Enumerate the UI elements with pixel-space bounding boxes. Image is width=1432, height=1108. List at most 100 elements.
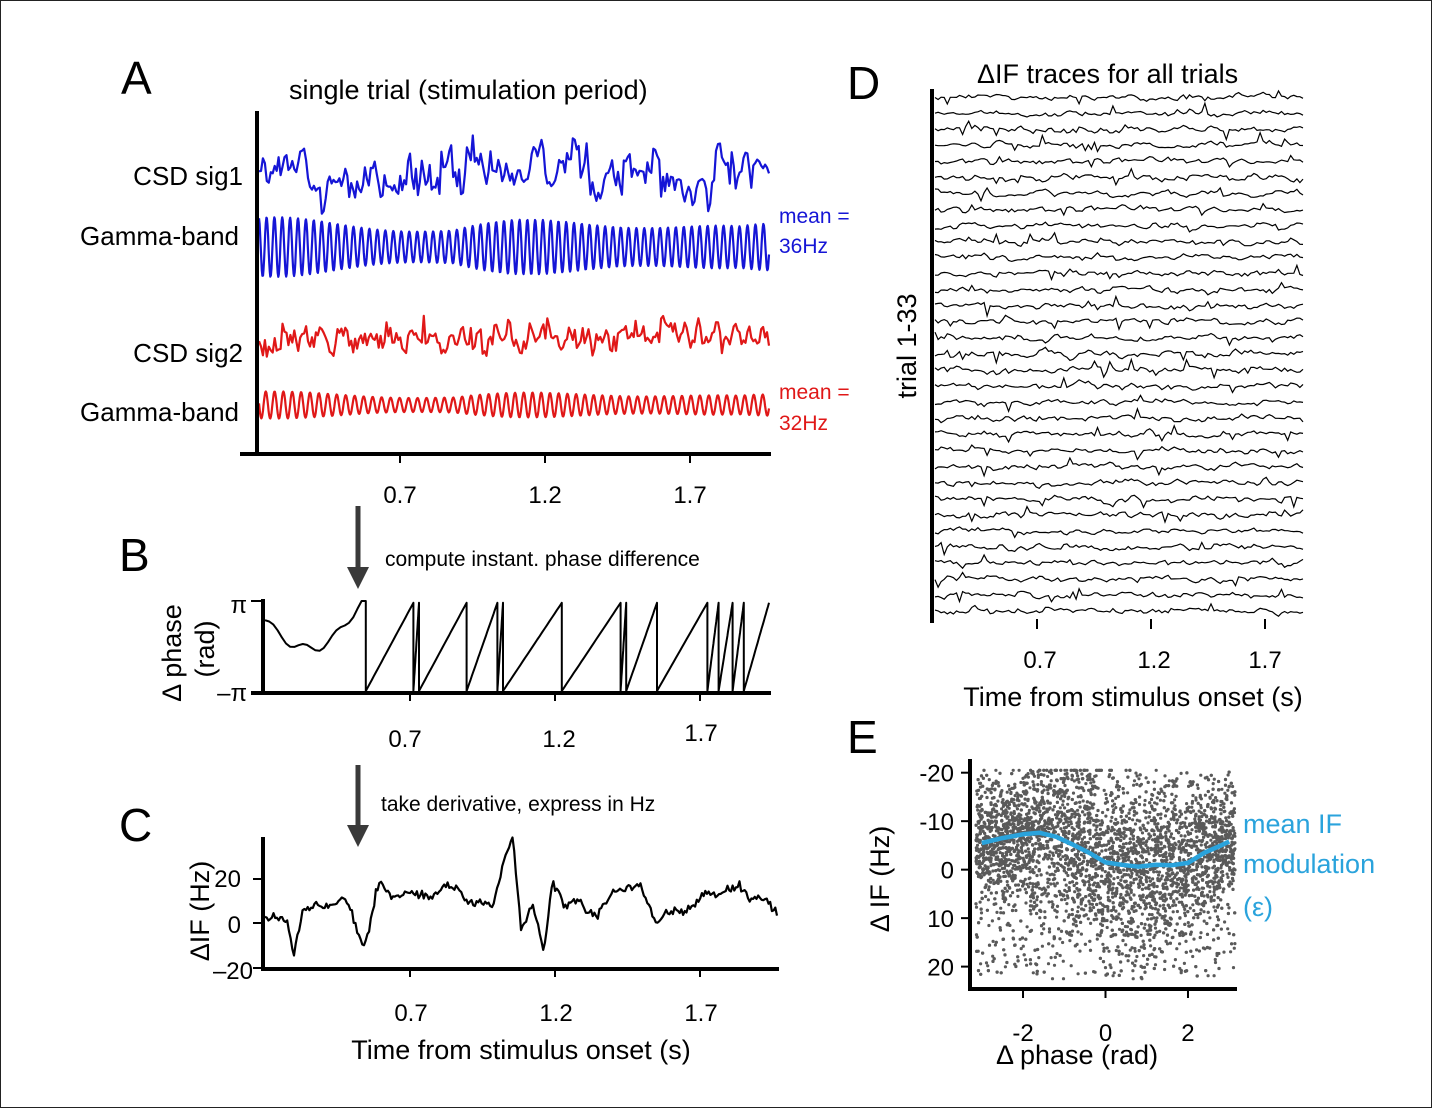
scatter-point — [1194, 812, 1198, 817]
scatter-point — [1102, 833, 1106, 837]
scatter-point — [1190, 923, 1194, 927]
scatter-point — [1184, 879, 1188, 883]
scatter-point — [1129, 881, 1133, 885]
scatter-point — [1131, 969, 1135, 973]
scatter-point — [1124, 879, 1128, 883]
scatter-point — [1066, 873, 1070, 878]
scatter-point — [1131, 802, 1135, 806]
scatter-point — [1036, 783, 1040, 787]
scatter-point — [1007, 818, 1012, 823]
panel-d-title: ΔIF traces for all trials — [977, 59, 1238, 89]
scatter-point — [1144, 843, 1148, 847]
scatter-point — [1103, 966, 1108, 970]
scatter-point — [1212, 905, 1216, 909]
scatter-point — [1064, 930, 1069, 934]
scatter-point — [1205, 775, 1209, 779]
scatter-point — [1180, 842, 1184, 846]
scatter-point — [1006, 863, 1010, 868]
scatter-point — [1064, 825, 1068, 829]
scatter-point — [1044, 888, 1048, 892]
scatter-point — [1107, 880, 1111, 884]
scatter-point — [1155, 916, 1159, 920]
scatter-point — [1212, 974, 1216, 978]
scatter-point — [1144, 905, 1148, 910]
scatter-point — [1103, 870, 1107, 874]
scatter-point — [1230, 876, 1235, 881]
trial-trace — [934, 376, 1304, 394]
scatter-point — [1183, 821, 1187, 825]
scatter-point — [1166, 820, 1170, 825]
trial-trace — [934, 571, 1304, 589]
scatter-point — [992, 807, 996, 811]
scatter-point — [980, 861, 984, 866]
scatter-point — [1050, 857, 1054, 861]
scatter-point — [1200, 824, 1204, 828]
scatter-point — [1001, 804, 1006, 809]
scatter-point — [1158, 904, 1162, 908]
scatter-point — [986, 898, 991, 902]
scatter-point — [1227, 855, 1231, 859]
scatter-point — [1138, 819, 1142, 823]
scatter-point — [1201, 832, 1205, 836]
scatter-point — [1015, 867, 1020, 871]
scatter-point — [1187, 924, 1192, 928]
scatter-point — [1159, 812, 1163, 816]
scatter-point — [1087, 899, 1091, 903]
scatter-point — [1188, 780, 1192, 784]
scatter-point — [1164, 939, 1168, 943]
scatter-point — [1115, 886, 1119, 891]
scatter-point — [1049, 956, 1053, 960]
scatter-point — [1208, 890, 1212, 894]
scatter-point — [1043, 820, 1047, 825]
scatter-point — [1138, 773, 1142, 777]
scatter-point — [1061, 940, 1065, 945]
step-arrow-a-to-b: compute instant. phase difference — [347, 506, 700, 589]
scatter-point — [1031, 770, 1035, 774]
scatter-point — [1051, 853, 1055, 858]
scatter-point — [1141, 882, 1145, 887]
scatter-point — [985, 850, 989, 854]
scatter-point — [1055, 813, 1060, 817]
scatter-point — [1133, 949, 1137, 953]
scatter-point — [1150, 805, 1154, 809]
scatter-point — [1147, 852, 1151, 856]
scatter-point — [979, 907, 983, 911]
scatter-point — [1070, 880, 1075, 884]
mean-frequency-note-sig1-line1: mean = — [779, 205, 850, 228]
panel-b-letter: B — [119, 529, 150, 581]
scatter-point — [1163, 774, 1167, 778]
panel-e-y-label: Δ IF (Hz) — [865, 826, 895, 933]
scatter-point — [1127, 811, 1131, 815]
scatter-point — [1022, 860, 1026, 864]
scatter-point — [1150, 952, 1154, 957]
scatter-point — [1040, 944, 1044, 948]
scatter-point — [1187, 784, 1191, 788]
scatter-point — [1080, 772, 1084, 776]
scatter-point — [1059, 892, 1063, 896]
scatter-point — [1133, 946, 1137, 951]
scatter-point — [1105, 800, 1109, 804]
scatter-point — [1138, 795, 1142, 799]
scatter-point — [1002, 866, 1007, 870]
step-note-phase-difference: compute instant. phase difference — [385, 548, 700, 571]
scatter-point — [1040, 795, 1044, 800]
scatter-point — [1049, 820, 1053, 824]
scatter-point — [1026, 823, 1030, 827]
scatter-point — [1000, 807, 1004, 811]
scatter-point — [1081, 897, 1085, 901]
scatter-point — [1153, 926, 1158, 930]
scatter-point — [1179, 834, 1183, 838]
scatter-point — [1052, 793, 1056, 797]
scatter-point — [1187, 805, 1191, 809]
scatter-point — [1219, 870, 1223, 874]
scatter-point — [1140, 831, 1145, 835]
scatter-point — [1016, 843, 1020, 847]
scatter-point — [1037, 854, 1041, 858]
scatter-point — [1012, 841, 1016, 845]
scatter-point — [1106, 808, 1110, 812]
scatter-point — [1180, 900, 1184, 904]
scatter-point — [1222, 950, 1226, 954]
scatter-point — [1035, 885, 1039, 889]
scatter-point — [1123, 859, 1127, 863]
scatter-point — [1122, 791, 1126, 795]
